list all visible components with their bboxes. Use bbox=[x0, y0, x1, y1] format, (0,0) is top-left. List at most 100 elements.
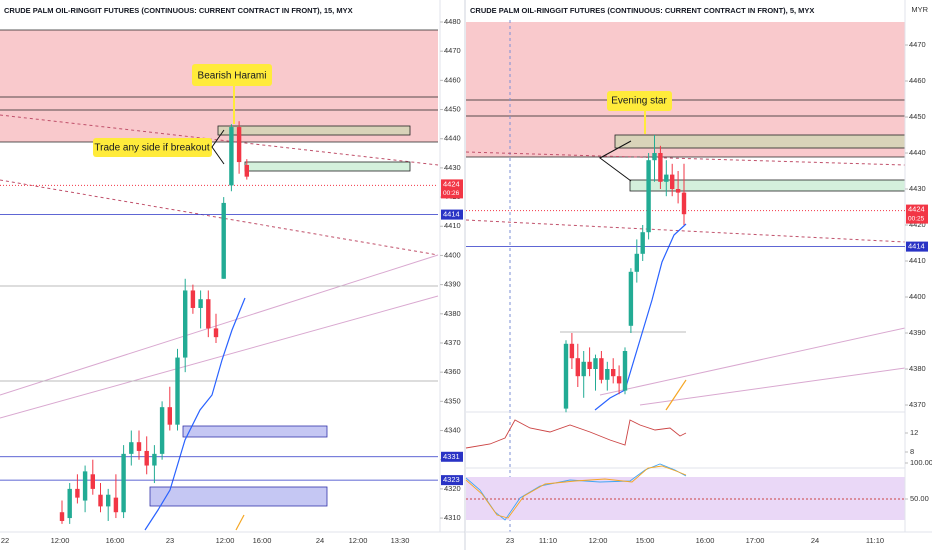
y-tick-label: 4400 bbox=[444, 250, 461, 259]
level-label-bg bbox=[906, 241, 928, 252]
indicator-tick-label: 12 bbox=[910, 428, 918, 437]
y-tick-label: 4370 bbox=[909, 400, 926, 409]
candle-body bbox=[198, 299, 203, 308]
x-tick-label: 17:00 bbox=[746, 536, 765, 545]
zone-lines bbox=[466, 99, 905, 158]
candle-body bbox=[229, 127, 234, 186]
candle-body bbox=[75, 488, 80, 498]
candle-body bbox=[563, 343, 569, 409]
x-tick-label: 11:10 bbox=[539, 536, 557, 545]
channel-line bbox=[0, 295, 439, 419]
level-label-bg bbox=[441, 209, 463, 220]
annotation-box bbox=[93, 138, 212, 157]
y-tick-label: 4480 bbox=[444, 17, 461, 26]
candle-body bbox=[175, 357, 180, 425]
candle-body bbox=[575, 358, 580, 377]
candle-body bbox=[569, 343, 575, 359]
y-tick-label: 4440 bbox=[909, 148, 926, 157]
candle-body bbox=[206, 299, 211, 329]
annotation: Evening star bbox=[611, 96, 667, 107]
x-tick-label: 15:00 bbox=[636, 536, 655, 545]
x-tick-label: 16:00 bbox=[696, 536, 715, 545]
candle-body bbox=[675, 189, 681, 193]
supply-zone bbox=[466, 22, 905, 157]
indicator-tick-label: 100.00 bbox=[910, 458, 932, 467]
candle-body bbox=[664, 174, 669, 182]
x-tick-label: 23 bbox=[506, 536, 514, 545]
zone-box bbox=[149, 486, 328, 507]
candle-body bbox=[213, 328, 219, 338]
candle-body bbox=[244, 164, 249, 177]
candle-body bbox=[681, 192, 687, 215]
zone-box bbox=[182, 425, 328, 438]
y-tick-label: 4460 bbox=[909, 76, 926, 85]
candle-body bbox=[82, 471, 88, 501]
y-tick-label: 4390 bbox=[909, 328, 926, 337]
candle-body bbox=[67, 488, 72, 519]
x-tick-label: 13:30 bbox=[391, 536, 410, 545]
y-tick-label: 4310 bbox=[444, 513, 461, 522]
countdown: 00:25 bbox=[908, 215, 925, 222]
x-tick-label: 16:00 bbox=[106, 536, 125, 545]
candle-body bbox=[599, 358, 604, 380]
y-tick-label: 4380 bbox=[444, 309, 461, 318]
x-tick-label: 16:00 bbox=[253, 536, 272, 545]
candle-body bbox=[90, 474, 95, 489]
indicator bbox=[235, 514, 245, 531]
zone-lines bbox=[0, 29, 438, 143]
arrow bbox=[211, 129, 225, 165]
candle-body bbox=[236, 127, 242, 163]
candle-body bbox=[167, 407, 172, 425]
level-label: 4323 bbox=[443, 475, 460, 484]
candle-body bbox=[59, 512, 65, 521]
y-tick-label: 4430 bbox=[444, 163, 461, 172]
candle-body bbox=[221, 202, 226, 279]
oscillator-line bbox=[465, 465, 687, 519]
channel-line bbox=[639, 367, 906, 406]
y-tick-label: 4450 bbox=[444, 105, 461, 114]
candle-body bbox=[98, 494, 103, 507]
candle-body bbox=[634, 253, 639, 272]
y-tick-label: 4370 bbox=[444, 338, 461, 347]
x-tick-label: 11:10 bbox=[866, 536, 884, 545]
y-tick-label: 4410 bbox=[909, 256, 926, 265]
indicator-line bbox=[465, 419, 687, 449]
zone-box bbox=[614, 134, 906, 149]
candle-body bbox=[622, 351, 628, 391]
indicator bbox=[665, 379, 687, 411]
channel-line bbox=[0, 254, 439, 396]
chart-title: CRUDE PALM OIL-RINGGIT FUTURES (CONTINUO… bbox=[4, 6, 353, 15]
y-tick-label: 4410 bbox=[444, 221, 461, 230]
currency[interactable]: MYR bbox=[911, 5, 928, 14]
candle-body bbox=[159, 407, 165, 454]
candle-body bbox=[144, 450, 149, 466]
y-tick-label: 4460 bbox=[444, 75, 461, 84]
x-tick-label: 24 bbox=[811, 536, 819, 545]
x-tick-label: 24 bbox=[316, 536, 324, 545]
chart-title: CRUDE PALM OIL-RINGGIT FUTURES (CONTINUO… bbox=[470, 6, 814, 15]
y-tick-label: 4400 bbox=[909, 292, 926, 301]
trend-line bbox=[465, 151, 906, 166]
x-tick-label: 12:00 bbox=[216, 536, 235, 545]
y-tick-label: 4380 bbox=[909, 364, 926, 373]
candle-body bbox=[593, 358, 598, 369]
annotation-box bbox=[192, 64, 272, 86]
candle-body bbox=[616, 376, 622, 384]
y-tick-label: 4440 bbox=[444, 134, 461, 143]
y-tick-label: 4350 bbox=[444, 396, 461, 405]
x-tick-label: 23 bbox=[166, 536, 174, 545]
candle-body bbox=[611, 369, 616, 377]
moving-average bbox=[594, 223, 687, 411]
indicator-tick-label: 8 bbox=[910, 447, 914, 456]
y-tick-label: 4420 bbox=[909, 220, 926, 229]
level-label: 4331 bbox=[443, 452, 460, 461]
candle-body bbox=[106, 494, 111, 507]
candle-body bbox=[129, 442, 134, 454]
y-tick-label: 4340 bbox=[444, 426, 461, 435]
candle-body bbox=[136, 442, 142, 451]
candle-body bbox=[121, 453, 126, 513]
indicator-tick-label: 50.00 bbox=[910, 494, 929, 503]
candle-body bbox=[190, 290, 196, 308]
y-tick-label: 4470 bbox=[909, 40, 926, 49]
